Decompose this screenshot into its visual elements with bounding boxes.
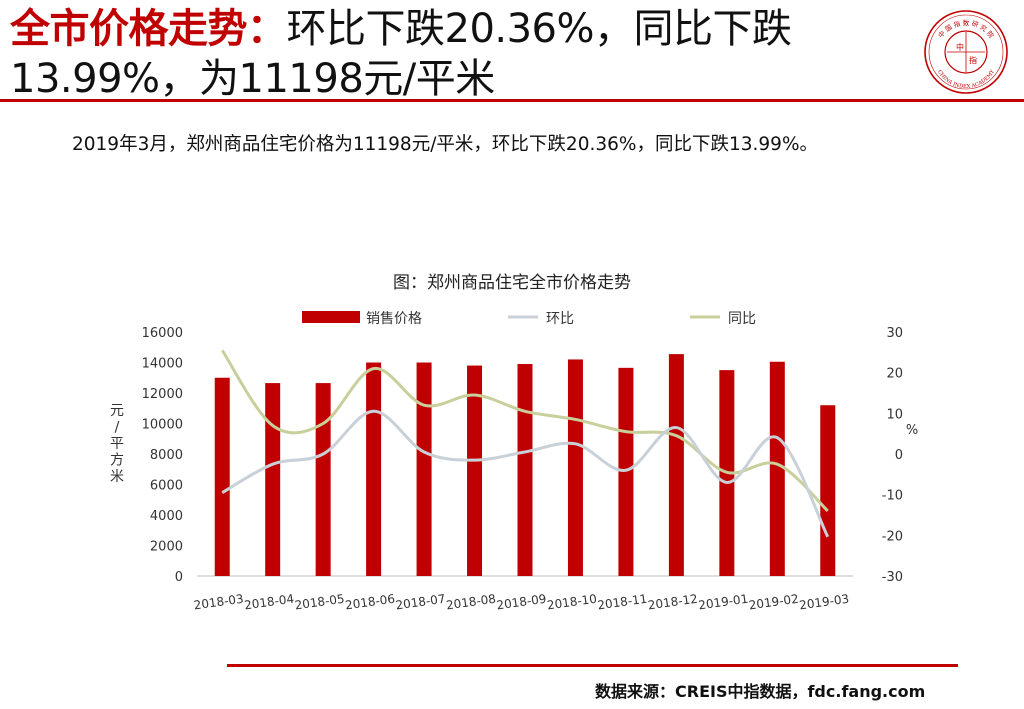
x-tick-label: 2018-07 [395,592,447,613]
legend-label-yoy: 同比 [728,311,756,327]
y-axis-label-char: 方 [110,453,124,469]
y2-axis-label: % [906,423,918,438]
y2-tick-label: 0 [895,448,903,463]
x-tick-label: 2019-03 [798,592,850,613]
x-tick-label: 2018-11 [597,592,649,613]
x-tick-label: 2018-09 [496,592,548,613]
x-tick-label: 2018-10 [546,592,598,613]
price-bar [265,383,281,576]
price-bar [416,362,432,576]
y-tick-label: 10000 [142,418,183,433]
source-text: 数据来源：CREIS中指数据，fdc.fang.com [595,682,926,701]
y-axis-label-char: 平 [110,436,124,452]
x-tick-label: 2018-12 [647,592,699,613]
y-tick-label: 8000 [150,448,183,463]
y-tick-label: 14000 [142,357,183,372]
title-divider [0,99,1024,102]
slide-title-highlight: 全市价格走势： [10,6,287,52]
yoy-line [220,349,829,512]
x-tick-label: 2018-08 [445,592,497,613]
y-tick-label: 2000 [150,540,183,555]
logo-center-text-2: 指 [969,55,977,65]
y2-tick-label: 30 [886,326,903,341]
x-tick-label: 2018-04 [243,592,295,613]
x-tick-label: 2019-01 [697,592,749,613]
y-tick-label: 6000 [150,479,183,494]
y-axis-label-char: 元 [110,403,124,419]
x-tick-label: 2018-03 [193,592,245,613]
price-bar [315,383,331,576]
x-tick-label: 2018-06 [344,592,396,613]
y2-tick-label: 10 [886,407,903,422]
legend-label-price: 销售价格 [366,311,422,327]
y-axis-label-char: / [115,420,120,436]
price-bar [517,364,533,576]
mom-line [221,409,830,538]
summary-text: 2019年3月，郑州商品住宅价格为11198元/平米，环比下跌20.36%，同比… [72,134,819,155]
price-bar [769,361,785,576]
slide-title: 全市价格走势：环比下跌20.36%，同比下跌13.99%，为11198元/平米 [10,4,890,104]
y2-tick-label: -10 [882,489,903,504]
price-bar [567,359,583,576]
price-bar [668,354,684,576]
price-bar [366,362,382,576]
price-bar [467,365,483,576]
legend-swatch-price [302,311,360,323]
y-tick-label: 0 [175,570,183,585]
x-tick-label: 2018-05 [294,592,346,613]
y-tick-label: 4000 [150,509,183,524]
china-index-academy-logo: 中 国 指 数 研 究 院 CHINA INDEX ACADEMY 中 指 [924,10,1008,94]
price-bar [214,377,230,576]
y2-tick-label: -30 [882,570,903,585]
y2-tick-label: 20 [886,367,903,382]
slide-title-rest: 环比下跌20.36%，同比下跌13.99%，为11198元/平米 [10,6,792,102]
source-divider [227,664,958,667]
y-tick-label: 16000 [142,326,183,341]
y-axis-label-char: 米 [110,469,124,485]
x-tick-label: 2019-02 [748,592,800,613]
price-bar [618,367,634,576]
logo-center-text: 中 [956,42,964,52]
chart-title: 图：郑州商品住宅全市价格走势 [393,273,631,293]
y2-tick-label: -20 [882,529,903,544]
y-tick-label: 12000 [142,387,183,402]
price-bar [820,405,836,576]
legend-label-mom: 环比 [546,311,574,327]
